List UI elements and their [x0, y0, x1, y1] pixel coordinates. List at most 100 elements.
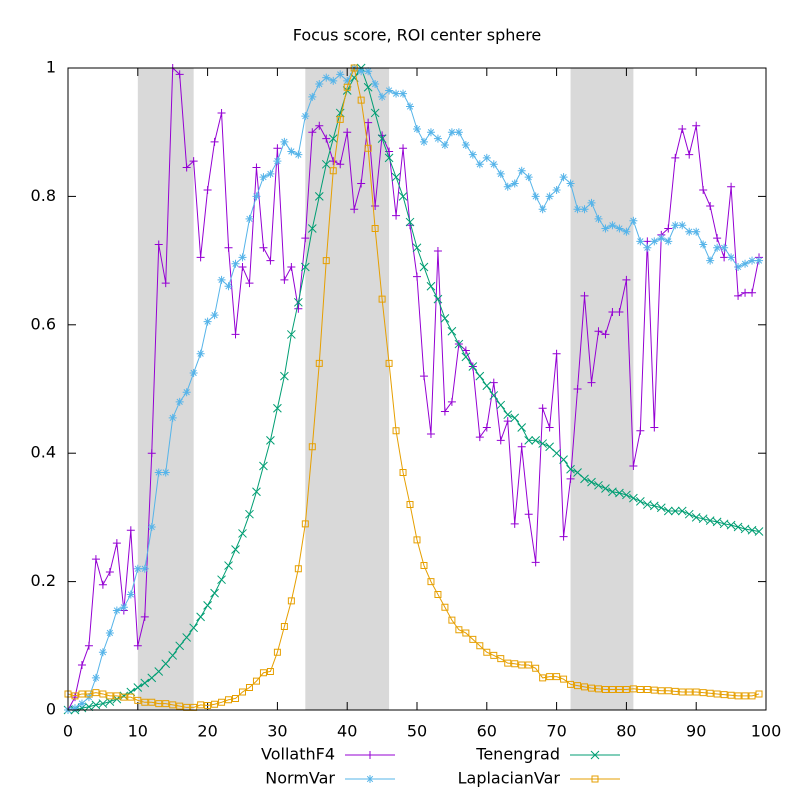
- marker: [357, 67, 366, 76]
- marker: [705, 516, 715, 525]
- marker: [392, 89, 401, 98]
- marker: [615, 307, 624, 316]
- marker: [531, 192, 540, 201]
- marker: [133, 641, 142, 650]
- marker: [503, 417, 512, 426]
- marker: [217, 275, 226, 284]
- marker: [657, 687, 665, 695]
- marker: [168, 413, 177, 422]
- marker: [671, 153, 680, 162]
- marker: [636, 685, 644, 693]
- marker: [420, 562, 428, 570]
- marker: [622, 227, 631, 236]
- marker: [294, 304, 303, 313]
- marker: [384, 153, 394, 163]
- marker: [741, 692, 749, 700]
- marker: [127, 693, 135, 701]
- marker: [734, 291, 743, 300]
- marker: [546, 673, 554, 681]
- marker: [245, 509, 254, 519]
- marker: [440, 141, 449, 150]
- marker: [517, 166, 526, 175]
- marker: [510, 413, 520, 423]
- marker: [217, 108, 226, 117]
- x-tick-label: 50: [407, 722, 427, 741]
- marker: [699, 185, 708, 194]
- marker: [573, 468, 582, 477]
- x-tick-label: 30: [267, 722, 287, 741]
- marker: [504, 659, 512, 667]
- marker: [692, 121, 701, 130]
- marker: [84, 702, 94, 712]
- x-tick-label: 10: [128, 722, 148, 741]
- legend-marker: [591, 775, 599, 783]
- legend-label: NormVar: [265, 769, 335, 788]
- marker: [636, 426, 645, 435]
- marker: [133, 564, 142, 573]
- marker: [280, 137, 289, 146]
- marker: [706, 202, 715, 211]
- marker: [321, 159, 331, 169]
- marker: [426, 429, 435, 438]
- marker: [350, 205, 359, 214]
- series-line: [67, 67, 760, 711]
- marker: [315, 359, 323, 367]
- marker: [587, 477, 596, 487]
- y-tick-label: 0: [46, 700, 56, 719]
- marker: [440, 314, 450, 323]
- marker: [266, 667, 274, 675]
- marker: [175, 641, 185, 651]
- marker: [329, 167, 337, 175]
- marker: [615, 685, 623, 693]
- shaded-region: [305, 68, 390, 710]
- marker: [489, 160, 498, 169]
- marker: [734, 692, 742, 700]
- marker: [741, 288, 750, 297]
- marker: [399, 89, 408, 98]
- y-tick-label: 1: [46, 58, 56, 77]
- marker: [224, 243, 233, 252]
- marker: [287, 597, 295, 605]
- marker: [553, 673, 561, 681]
- marker: [567, 680, 575, 688]
- marker: [140, 612, 149, 621]
- marker: [538, 404, 547, 413]
- marker: [503, 182, 512, 191]
- marker: [322, 73, 331, 82]
- marker: [497, 655, 505, 663]
- marker: [224, 282, 233, 291]
- marker: [232, 694, 240, 702]
- y-tick-label: 0.4: [31, 443, 56, 462]
- marker: [629, 462, 638, 471]
- marker: [273, 157, 282, 166]
- marker: [224, 561, 233, 570]
- marker: [280, 623, 288, 631]
- marker: [398, 192, 408, 201]
- marker: [405, 217, 415, 227]
- x-tick-label: 60: [477, 722, 497, 741]
- marker: [85, 690, 93, 698]
- marker: [706, 256, 715, 265]
- marker: [169, 701, 177, 709]
- marker: [622, 685, 630, 693]
- marker: [413, 272, 421, 281]
- marker: [671, 221, 680, 230]
- marker: [615, 224, 624, 233]
- marker: [720, 253, 729, 262]
- marker: [643, 243, 652, 252]
- marker: [392, 427, 400, 435]
- marker: [154, 667, 164, 676]
- marker: [245, 214, 254, 223]
- marker: [608, 685, 616, 693]
- marker: [399, 144, 408, 153]
- marker: [391, 172, 401, 182]
- marker: [559, 173, 568, 182]
- marker: [510, 179, 519, 188]
- marker: [489, 378, 498, 387]
- marker: [91, 673, 100, 682]
- marker: [712, 517, 722, 527]
- marker: [677, 506, 687, 516]
- marker: [615, 488, 624, 498]
- marker: [517, 442, 526, 451]
- marker: [426, 128, 435, 137]
